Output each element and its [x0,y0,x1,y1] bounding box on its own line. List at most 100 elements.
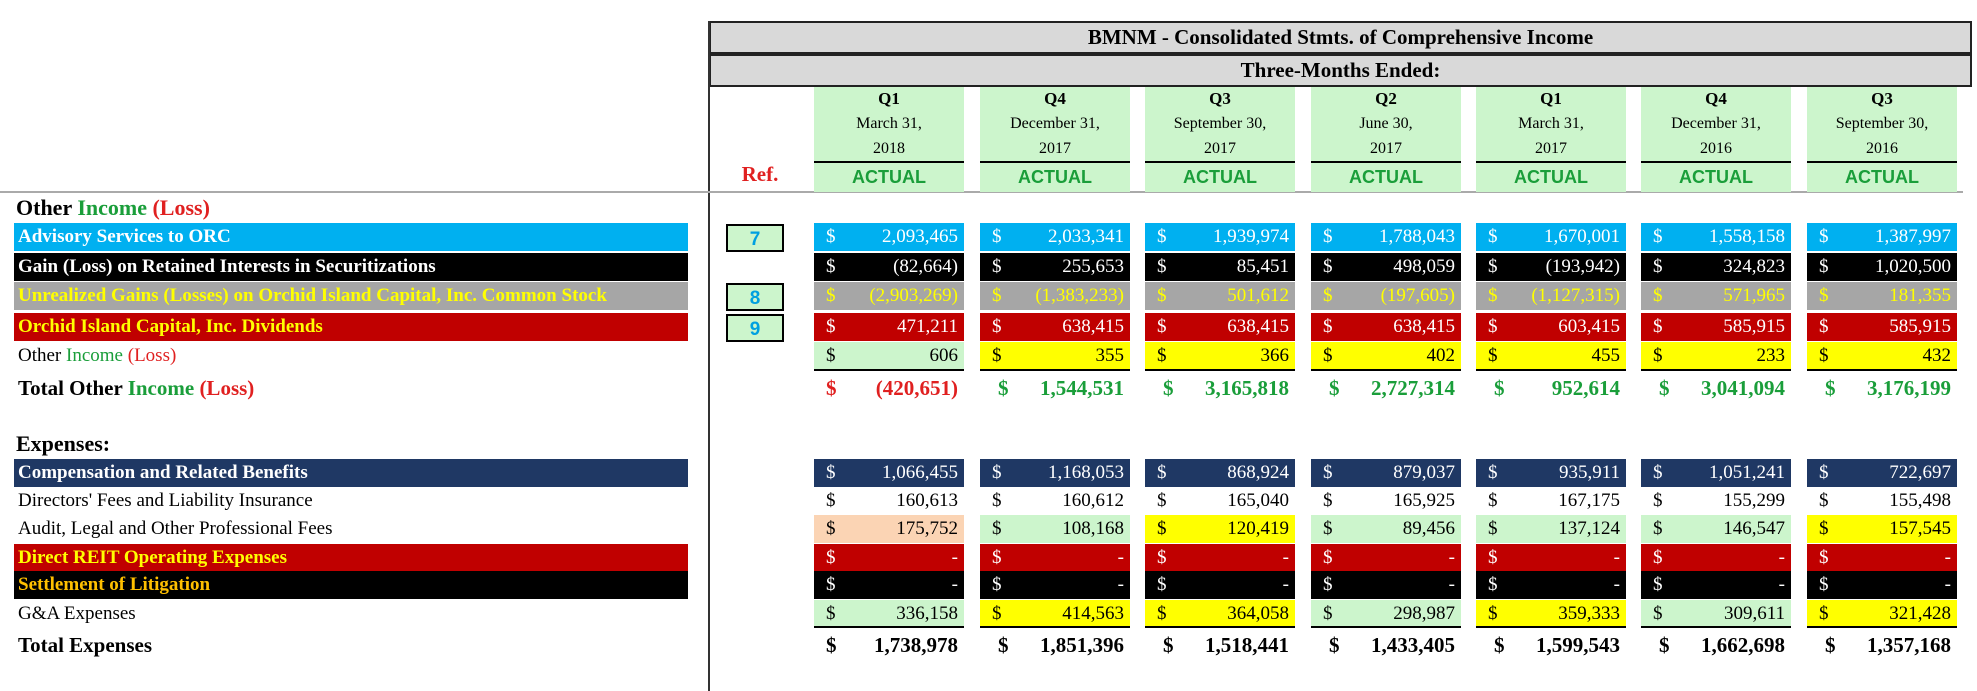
currency-symbol: $ [998,376,1009,400]
period-year: 2017 [1476,136,1626,163]
amount: 324,823 [1723,256,1785,277]
amount: - [1944,547,1951,568]
amount: 1,066,455 [882,462,958,483]
currency-symbol: $ [826,376,837,400]
ref-badge[interactable]: 8 [726,283,784,311]
expense-value-cell: $ - [1807,571,1957,599]
currency-symbol: $ [1323,603,1333,624]
currency-symbol: $ [992,574,1002,595]
amount: 585,915 [1889,316,1951,337]
currency-symbol: $ [1323,547,1333,568]
expense-total-cell: $1,433,405 [1311,626,1461,661]
amount: 585,915 [1723,316,1785,337]
expense-value-cell: $165,925 [1311,487,1461,515]
currency-symbol: $ [1323,345,1333,366]
amount: 137,124 [1558,518,1620,539]
period-year: 2017 [980,136,1130,163]
amount: 321,428 [1889,603,1951,624]
total-underline [980,369,1130,371]
total-underline [1476,369,1626,371]
currency-symbol: $ [1157,462,1167,483]
expense-value-cell: $414,563 [980,600,1130,628]
expense-total-cell: $1,738,978 [814,626,964,661]
currency-symbol: $ [1659,633,1670,657]
amount: 638,415 [1227,316,1289,337]
currency-symbol: $ [826,547,836,568]
currency-symbol: $ [1819,547,1829,568]
section-expenses: Expenses: [16,431,111,456]
amount: - [1944,574,1951,595]
amount: 414,563 [1062,603,1124,624]
actual-badge: ACTUAL [1349,167,1423,187]
currency-symbol: $ [1653,345,1663,366]
ref-badge[interactable]: 9 [726,314,784,342]
amount: 155,299 [1723,490,1785,511]
expense-value-cell: $ - [1311,544,1461,572]
amount: 2,727,314 [1371,376,1455,400]
income-value-cell: $1,788,043 [1311,223,1461,251]
amount: 1,788,043 [1379,226,1455,247]
currency-symbol: $ [1157,285,1167,306]
currency-symbol: $ [1653,462,1663,483]
amount: 1,518,441 [1205,633,1289,657]
label-segment: Direct REIT Operating Expenses [18,547,287,568]
currency-symbol: $ [1494,376,1505,400]
currency-symbol: $ [1819,490,1829,511]
income-value-cell: $501,612 [1145,282,1295,310]
currency-symbol: $ [1494,633,1505,657]
expense-value-cell: $ - [1807,544,1957,572]
label-segment: Total Other [18,376,128,400]
currency-symbol: $ [1163,633,1174,657]
currency-symbol: $ [1157,256,1167,277]
amount: 1,020,500 [1875,256,1951,277]
total-underline [1311,369,1461,371]
income-value-cell: $638,415 [1311,313,1461,341]
amount: 155,498 [1889,490,1951,511]
income-value-cell: $2,033,341 [980,223,1130,251]
income-value-cell: $638,415 [1145,313,1295,341]
currency-symbol: $ [826,285,836,306]
amount: (193,942) [1545,256,1620,277]
label-segment: Settlement of Litigation [18,574,211,595]
amount: 501,612 [1227,285,1289,306]
expense-value-cell: $ - [980,571,1130,599]
amount: 1,599,543 [1536,633,1620,657]
expense-value-cell: $ - [1145,571,1295,599]
expense-value-cell: $146,547 [1641,515,1791,543]
section-other-income: Other Income (Loss) [16,194,210,222]
amount: 1,051,241 [1709,462,1785,483]
total-underline [814,369,964,371]
currency-symbol: $ [992,547,1002,568]
currency-symbol: $ [1157,345,1167,366]
column-header: Q2 June 30, 2017 ACTUAL [1311,87,1461,192]
total-underline [1145,369,1295,371]
period-date: March 31, [856,115,922,132]
income-value-cell: $ (1,383,233) [980,282,1130,310]
expense-value-cell: $ - [980,544,1130,572]
currency-symbol: $ [826,574,836,595]
amount: 606 [929,345,959,366]
income-value-cell: $1,670,001 [1476,223,1626,251]
currency-symbol: $ [1157,574,1167,595]
expense-row-label: Directors' Fees and Liability Insurance [14,487,688,515]
label-segment: Gain (Loss) on Retained Interests in Sec… [18,256,436,277]
actual-badge: ACTUAL [1679,167,1753,187]
total-underline [1145,626,1295,628]
currency-symbol: $ [1157,226,1167,247]
column-header: Q1 March 31, 2017 ACTUAL [1476,87,1626,192]
currency-symbol: $ [1157,490,1167,511]
ref-badge[interactable]: 7 [726,224,784,252]
amount: - [1613,574,1620,595]
label-segment: Unrealized Gains (Losses) on Orchid Isla… [18,285,607,306]
label-segment: Total Expenses [18,633,153,657]
currency-symbol: $ [1488,490,1498,511]
currency-symbol: $ [1819,462,1829,483]
income-value-cell: $2,093,465 [814,223,964,251]
currency-symbol: $ [1653,316,1663,337]
amount: 160,612 [1062,490,1124,511]
expense-value-cell: $ - [1476,544,1626,572]
amount: 167,175 [1558,490,1620,511]
income-total-cell: $3,041,094 [1641,369,1791,404]
expense-total-cell: $1,851,396 [980,626,1130,661]
column-header: Q3 September 30, 2016 ACTUAL [1807,87,1957,192]
